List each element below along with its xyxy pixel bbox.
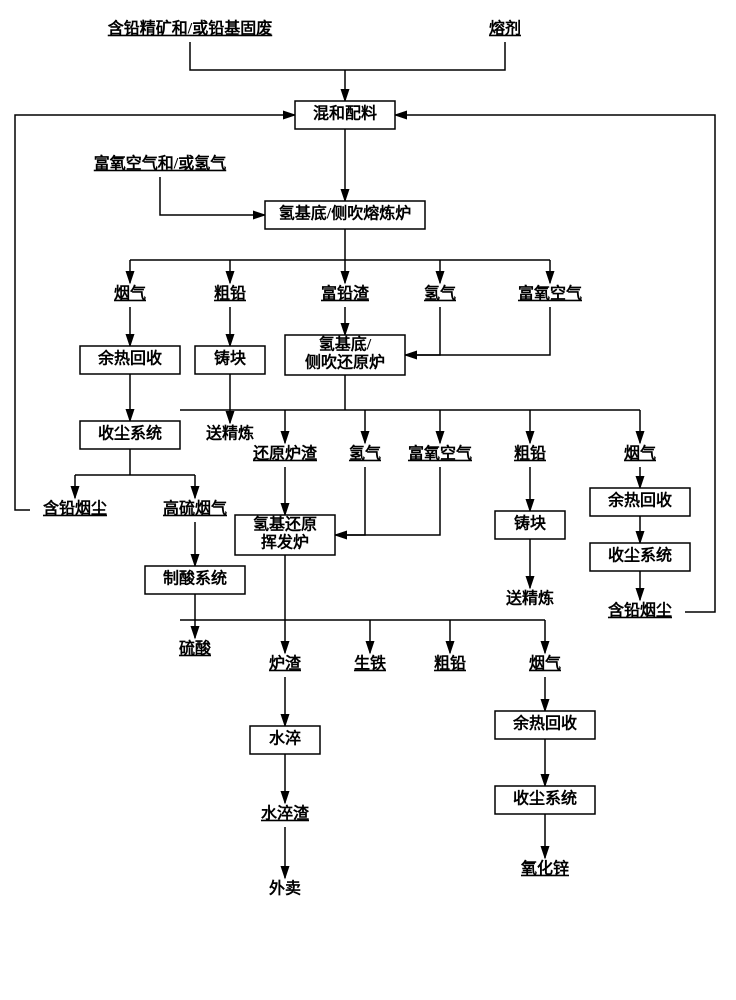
node-n26: 制酸系统 — [145, 566, 245, 594]
node-label: 粗铅 — [514, 444, 546, 463]
node-n1: 含铅精矿和/或铅基固废 — [108, 19, 272, 38]
node-label: 氢气 — [349, 444, 381, 463]
node-n36: 余热回收 — [495, 711, 595, 739]
node-label: 富铅渣 — [321, 284, 370, 303]
node-n14: 收尘系统 — [80, 421, 180, 449]
node-n9: 氢气 — [424, 284, 456, 303]
node-label: 水淬渣 — [261, 804, 310, 823]
edge — [405, 307, 440, 355]
node-label: 收尘系统 — [98, 424, 162, 443]
node-n6: 烟气 — [114, 284, 146, 303]
node-label: 收尘系统 — [608, 546, 672, 565]
node-label: 挥发炉 — [261, 533, 309, 552]
node-n33: 粗铅 — [434, 654, 466, 673]
node-n22: 高硫烟气 — [163, 499, 227, 518]
edge — [405, 307, 550, 355]
node-n2: 熔剂 — [489, 19, 521, 38]
node-n8: 富铅渣 — [321, 284, 370, 303]
node-n35: 水淬 — [250, 726, 320, 754]
node-label: 烟气 — [529, 654, 561, 673]
node-label: 还原炉渣 — [252, 444, 318, 463]
node-label: 氧化锌 — [520, 859, 569, 878]
node-n37: 水淬渣 — [261, 804, 310, 823]
node-label: 粗铅 — [434, 654, 466, 673]
node-label: 制酸系统 — [163, 569, 227, 588]
node-n27: 收尘系统 — [590, 543, 690, 571]
edge — [335, 467, 440, 535]
node-label: 余热回收 — [97, 349, 162, 368]
node-n3: 混和配料 — [295, 101, 395, 129]
node-label: 送精炼 — [205, 424, 254, 443]
node-label: 粗铅 — [214, 284, 246, 303]
node-n21: 含铅烟尘 — [43, 499, 107, 518]
node-label: 氢基底/ — [319, 335, 372, 354]
node-n18: 富氧空气 — [408, 444, 472, 463]
node-label: 炉渣 — [269, 654, 302, 673]
node-n11: 氢基底/侧吹还原炉 — [285, 335, 405, 375]
node-n31: 炉渣 — [269, 654, 302, 673]
node-n24: 铸块 — [495, 511, 565, 539]
node-n12: 余热回收 — [80, 346, 180, 374]
edge — [160, 177, 265, 215]
node-label: 余热回收 — [607, 491, 672, 510]
node-label: 含铅烟尘 — [43, 499, 107, 518]
node-n29: 含铅烟尘 — [608, 601, 672, 620]
node-label: 含铅精矿和/或铅基固废 — [108, 19, 272, 38]
node-label: 氢气 — [424, 284, 456, 303]
node-n10: 富氧空气 — [518, 284, 582, 303]
node-n34: 烟气 — [529, 654, 561, 673]
node-n38: 收尘系统 — [495, 786, 595, 814]
nodes-layer: 含铅精矿和/或铅基固废熔剂混和配料富氧空气和/或氢气氢基底/侧吹熔炼炉烟气粗铅富… — [43, 19, 690, 898]
node-label: 熔剂 — [489, 19, 521, 38]
node-n20: 烟气 — [624, 444, 656, 463]
node-n25: 余热回收 — [590, 488, 690, 516]
node-label: 富氧空气和/或氢气 — [94, 154, 226, 173]
node-label: 铸块 — [514, 514, 547, 533]
node-label: 水淬 — [269, 729, 301, 748]
node-n16: 还原炉渣 — [252, 444, 318, 463]
edge — [190, 42, 505, 70]
node-n30: 硫酸 — [179, 639, 212, 658]
node-n13: 铸块 — [195, 346, 265, 374]
node-n28: 送精炼 — [505, 589, 554, 608]
node-label: 高硫烟气 — [163, 499, 227, 518]
node-label: 氢基还原 — [253, 515, 317, 534]
node-label: 富氧空气 — [518, 284, 582, 303]
node-label: 收尘系统 — [513, 789, 577, 808]
node-label: 富氧空气 — [408, 444, 472, 463]
node-n15: 送精炼 — [205, 424, 254, 443]
node-n39: 外卖 — [268, 879, 301, 898]
node-label: 烟气 — [624, 444, 656, 463]
node-label: 氢基底/侧吹熔炼炉 — [279, 204, 411, 223]
node-label: 送精炼 — [505, 589, 554, 608]
node-n40: 氧化锌 — [520, 859, 569, 878]
node-label: 生铁 — [354, 654, 386, 673]
node-label: 侧吹还原炉 — [305, 353, 385, 372]
node-label: 外卖 — [268, 879, 301, 898]
node-label: 硫酸 — [179, 639, 212, 658]
node-n7: 粗铅 — [214, 284, 246, 303]
node-n17: 氢气 — [349, 444, 381, 463]
node-label: 混和配料 — [313, 104, 377, 123]
node-n4: 富氧空气和/或氢气 — [94, 154, 226, 173]
node-n23: 氢基还原挥发炉 — [235, 515, 335, 555]
node-label: 含铅烟尘 — [608, 601, 672, 620]
node-label: 烟气 — [114, 284, 146, 303]
node-n5: 氢基底/侧吹熔炼炉 — [265, 201, 425, 229]
node-n32: 生铁 — [354, 654, 386, 673]
node-n19: 粗铅 — [514, 444, 546, 463]
node-label: 余热回收 — [512, 714, 577, 733]
node-label: 铸块 — [214, 349, 247, 368]
flowchart-canvas: 含铅精矿和/或铅基固废熔剂混和配料富氧空气和/或氢气氢基底/侧吹熔炼炉烟气粗铅富… — [0, 0, 736, 1000]
edge — [335, 467, 365, 535]
